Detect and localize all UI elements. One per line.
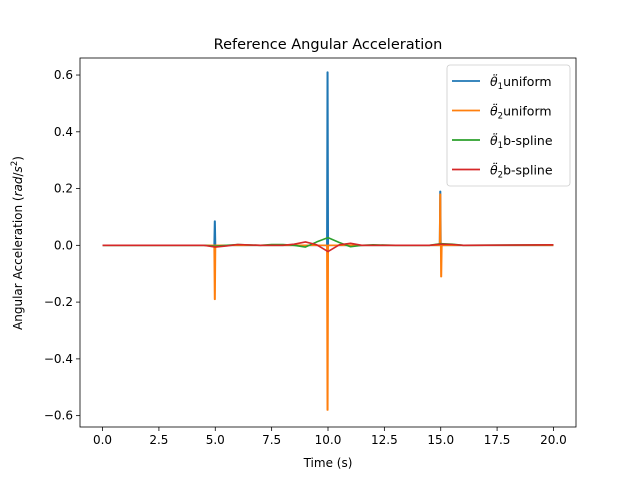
x-tick-label: 5.0 [206, 433, 225, 447]
x-tick-label: 15.0 [427, 433, 454, 447]
x-tick-label: 0.0 [93, 433, 112, 447]
y-axis-label-unit-exp: 2 [10, 161, 20, 166]
y-axis-label-unit-s: s [11, 166, 25, 172]
y-axis-label-unit-rad: rad [11, 176, 25, 196]
x-tick-label: 17.5 [484, 433, 511, 447]
x-tick-label: 7.5 [262, 433, 281, 447]
series-line-2 [102, 193, 554, 411]
x-tick-label: 2.5 [149, 433, 168, 447]
y-axis-label: Angular Acceleration (rad/s2) [10, 156, 25, 330]
y-tick-label: 0.2 [54, 182, 73, 196]
x-tick-label: 12.5 [371, 433, 398, 447]
series-line-1 [102, 71, 554, 247]
x-tick-label: 10.0 [315, 433, 342, 447]
series-line-4 [102, 241, 554, 253]
y-tick-label: −0.2 [44, 295, 73, 309]
plot-area [102, 71, 554, 411]
y-axis-label-main: Angular Acceleration [11, 201, 25, 330]
chart-title: Reference Angular Acceleration [214, 37, 443, 53]
legend-label-3: θ̈1b-spline [490, 133, 553, 151]
y-axis-label-unit-close: ) [11, 156, 25, 161]
x-tick-label: 20.0 [540, 433, 567, 447]
y-axis-label-unit-open: ( [11, 196, 25, 201]
legend-label-2: θ̈2uniform [490, 103, 552, 121]
axis-ticks: 0.0 2.5 5.0 7.5 10.0 12.5 15.0 17.5 20.0 −0.6 −0.4… [44, 68, 567, 447]
y-tick-label: 0.0 [54, 238, 73, 252]
x-axis-label: Time (s) [303, 456, 353, 470]
y-tick-label: −0.6 [44, 409, 73, 423]
y-tick-label: −0.4 [44, 352, 73, 366]
legend: θ̈1uniform θ̈2uniform θ̈1b-spline θ̈2b-spli… [446, 64, 571, 187]
legend-box [446, 64, 571, 187]
legend-label-1: θ̈1uniform [490, 74, 552, 92]
y-axis-label-unit-slash: / [11, 171, 25, 176]
y-tick-label: 0.6 [54, 68, 73, 82]
legend-label-4: θ̈2b-spline [490, 162, 553, 180]
axes-frame [79, 57, 577, 428]
y-tick-label: 0.4 [54, 125, 73, 139]
